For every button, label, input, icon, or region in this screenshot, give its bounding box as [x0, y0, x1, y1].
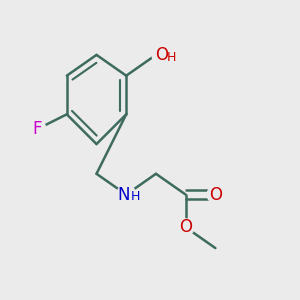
Text: H: H [167, 51, 176, 64]
Text: H: H [130, 190, 140, 203]
Text: N: N [118, 186, 130, 204]
Circle shape [207, 186, 224, 203]
Circle shape [117, 185, 136, 204]
Circle shape [28, 120, 46, 138]
Circle shape [177, 219, 194, 236]
Text: O: O [155, 46, 168, 64]
Circle shape [152, 44, 175, 66]
Text: O: O [209, 186, 222, 204]
Text: O: O [179, 218, 192, 236]
Text: F: F [32, 120, 42, 138]
